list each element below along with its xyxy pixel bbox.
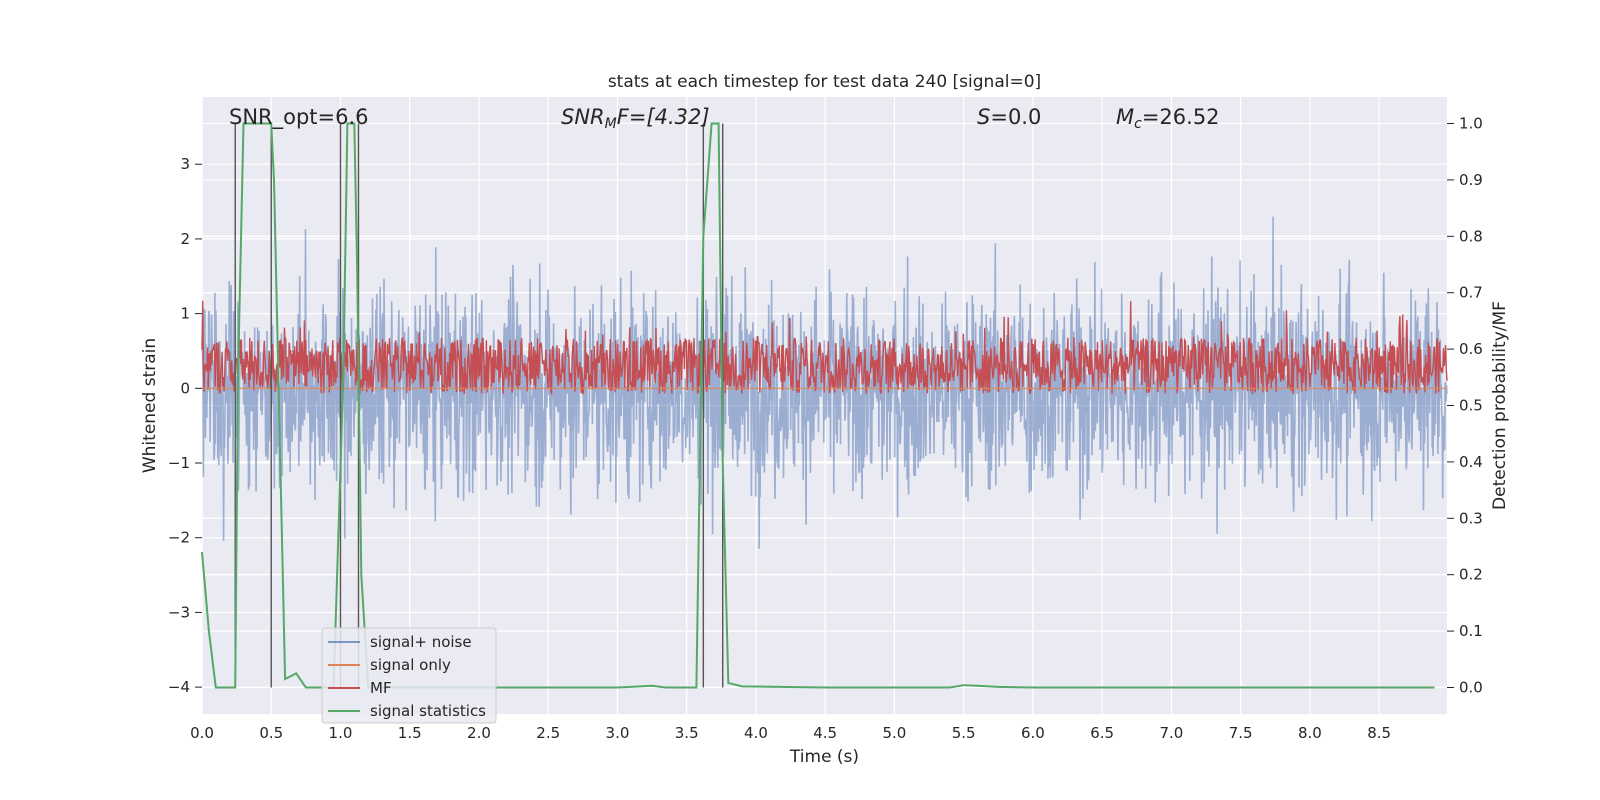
y-tick-label: 0 [180, 379, 190, 397]
annotation-mc-sub: c [1134, 116, 1142, 132]
x-tick-label: 8.0 [1298, 724, 1322, 742]
y-tick-label: 3 [180, 155, 190, 173]
x-tick-label: 8.5 [1367, 724, 1391, 742]
x-tick-label: 3.5 [675, 724, 699, 742]
signal-statistics-line [201, 122, 1435, 689]
y-tick-label: 1 [180, 305, 190, 323]
annotation-s: S=0.0 [977, 105, 1041, 129]
x-tick-label: 4.0 [744, 724, 768, 742]
x-tick-label: 7.5 [1229, 724, 1253, 742]
chart-title: stats at each timestep for test data 240… [608, 72, 1041, 92]
y2-tick-label: 1.0 [1459, 115, 1483, 133]
y2-tick-label: 0.1 [1459, 622, 1483, 640]
annotation-snr-mf: SNRMF=[4.32] [561, 105, 710, 132]
x-tick-label: 2.5 [536, 724, 560, 742]
mf-series [201, 300, 1448, 396]
y2-tick-label: 0.0 [1459, 678, 1483, 696]
y2-tick-label: 0.9 [1459, 171, 1483, 189]
y2-axis-label: Detection probability/MF [1490, 301, 1510, 510]
tick-labels: 0.0 0.5 1.0 1.5 2.0 2.5 3.0 3.5 4.0 4.5 5.0 5.5 6.0 6… [168, 115, 1483, 742]
y2-tick-label: 0.3 [1459, 509, 1483, 527]
annotation-snr-mf-sub: M [605, 116, 617, 132]
x-tick-label: 6.0 [1021, 724, 1045, 742]
x-tick-label: 1.5 [398, 724, 422, 742]
legend-label-signal-statistics: signal statistics [370, 702, 486, 720]
annotation-snr-opt: SNR_opt=6.6 [229, 105, 369, 130]
x-tick-label: 6.5 [1090, 724, 1114, 742]
x-tick-label: 0.0 [190, 724, 214, 742]
legend-label-mf: MF [370, 679, 392, 697]
annotation-snr-mf-label: SNR [561, 105, 605, 129]
y2-tick-label: 0.7 [1459, 284, 1483, 302]
annotation-mc: Mc=26.52 [1116, 105, 1220, 132]
y2-tick-label: 0.5 [1459, 397, 1483, 415]
x-tick-label: 3.0 [606, 724, 630, 742]
x-tick-label: 5.5 [952, 724, 976, 742]
y2-tick-label: 0.4 [1459, 453, 1483, 471]
signal-statistics-series [201, 122, 1435, 689]
legend-label-signal-only: signal only [370, 656, 451, 674]
y-tick-label: 2 [180, 230, 190, 248]
x-tick-label: 0.5 [259, 724, 283, 742]
y-axis-label: Whitened strain [140, 338, 160, 473]
y-tick-label: −2 [168, 529, 190, 547]
y2-tick-label: 0.8 [1459, 227, 1483, 245]
mf-line [201, 300, 1448, 396]
x-tick-label: 7.0 [1159, 724, 1183, 742]
x-axis-label: Time (s) [789, 747, 859, 767]
y-tick-label: −1 [168, 454, 190, 472]
y2-tick-label: 0.2 [1459, 566, 1483, 584]
annotation-s-value: =0.0 [990, 105, 1041, 129]
annotation-mc-label: M [1116, 105, 1134, 129]
x-tick-label: 4.5 [813, 724, 837, 742]
legend-box [321, 627, 497, 724]
y-tick-label: −4 [168, 678, 190, 696]
x-tick-label: 5.0 [883, 724, 907, 742]
annotation-s-label: S [977, 105, 990, 129]
y2-tick-label: 0.6 [1459, 340, 1483, 358]
y-tick-label: −3 [168, 603, 190, 621]
signal-noise-line [201, 216, 1448, 549]
signal-noise-series [201, 216, 1448, 549]
annotation-mc-value: =26.52 [1142, 105, 1220, 129]
annotation-snr-mf-value: F=[4.32] [617, 105, 710, 129]
x-tick-label: 2.0 [467, 724, 491, 742]
legend-label-signal-noise: signal+ noise [370, 633, 472, 651]
x-tick-label: 1.0 [329, 724, 353, 742]
legend: signal+ noise signal only MF signal stat… [321, 627, 497, 724]
